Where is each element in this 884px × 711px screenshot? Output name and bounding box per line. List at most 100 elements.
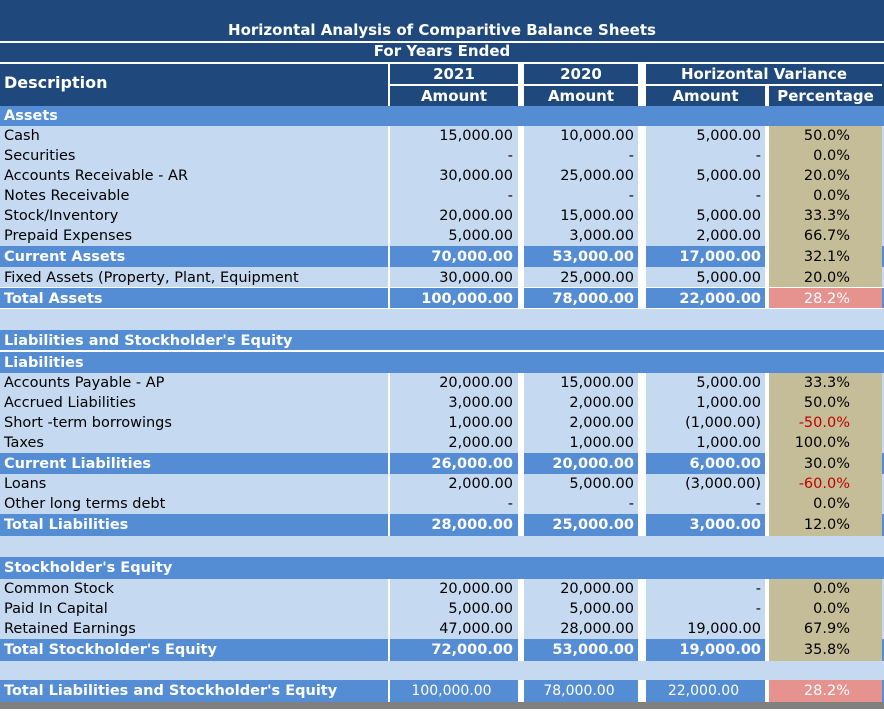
top-band [0, 0, 884, 20]
variance-amount-cell: (1,000.00) [685, 415, 761, 431]
spacer-band [0, 536, 884, 557]
equity-data-band [0, 579, 884, 639]
variance-percentage-header: Percentage [777, 87, 874, 105]
amount-2020-cell: 25,000.00 [552, 517, 634, 533]
variance-amount-cell: (3,000.00) [685, 476, 761, 492]
amount-2021-cell: 5,000.00 [448, 601, 513, 617]
variance-percentage-cell: 50.0% [803, 128, 850, 144]
row-label: Other long terms debt [4, 496, 166, 512]
row-label: Total Liabilities and Stockholder's Equi… [4, 683, 338, 699]
amount-2020-cell: 53,000.00 [552, 249, 634, 265]
variance-amount-cell: 1,000.00 [696, 435, 761, 451]
pct-highlight-pink [769, 288, 882, 309]
variance-amount-cell: 2,000.00 [696, 228, 761, 244]
variance-amount-cell: 17,000.00 [679, 249, 761, 265]
amount-2021-cell: - [507, 496, 513, 512]
variance-amount-cell: - [755, 148, 761, 164]
variance-percentage-cell: 20.0% [803, 270, 850, 286]
variance-percentage-cell: 0.0% [813, 581, 850, 597]
variance-amount-cell: 1,000.00 [696, 395, 761, 411]
column-divider [638, 579, 646, 661]
report-subtitle: For Years Ended [373, 42, 511, 60]
amount-2020-cell: 1,000.00 [569, 435, 634, 451]
variance-amount-cell: 5,000.00 [696, 208, 761, 224]
amount-2021-cell: 20,000.00 [439, 581, 513, 597]
pct-column-tan [769, 373, 882, 536]
header-divider [638, 62, 646, 106]
variance-percentage-cell: 67.9% [803, 621, 850, 637]
current-liabilities-band [0, 453, 884, 474]
header-divider [765, 84, 769, 106]
variance-amount-cell: 19,000.00 [679, 642, 761, 658]
column-divider [638, 373, 646, 536]
amount-2020-cell: 2,000.00 [569, 415, 634, 431]
variance-header: Horizontal Variance [680, 65, 848, 83]
row-label: Prepaid Expenses [4, 228, 133, 244]
variance-percentage-cell: -50.0% [798, 415, 850, 431]
row-label: Current Liabilities [4, 456, 152, 472]
row-label: Accounts Payable - AP [4, 375, 165, 391]
variance-percentage-cell: 0.0% [813, 601, 850, 617]
year-2020-header: 2020 [560, 65, 602, 83]
section-heading: Stockholder's Equity [4, 560, 173, 576]
row-label: Total Stockholder's Equity [4, 642, 217, 658]
header-rule [390, 84, 882, 86]
amount-2020-cell: 20,000.00 [552, 456, 634, 472]
section-heading: Assets [4, 108, 58, 124]
amount-2021-cell: 20,000.00 [439, 375, 513, 391]
header-rule [0, 41, 884, 43]
amount-2020-cell: 3,000.00 [569, 228, 634, 244]
column-divider [765, 680, 769, 702]
pct-column-tan [769, 126, 882, 288]
variance-percentage-cell: 0.0% [813, 148, 850, 164]
column-divider [518, 126, 524, 308]
row-label: Cash [4, 128, 40, 144]
column-divider [388, 126, 390, 308]
row-separator [0, 287, 884, 288]
header-divider [388, 62, 390, 106]
section-heading: Liabilities [4, 355, 84, 371]
amount-2021-cell: 47,000.00 [439, 621, 513, 637]
column-divider [518, 579, 524, 661]
amount-2021-cell: 70,000.00 [431, 249, 513, 265]
amount-2020-cell: - [628, 188, 634, 204]
column-divider [638, 680, 646, 702]
year-2021-header: 2021 [433, 65, 475, 83]
amount-2021-cell: 30,000.00 [439, 270, 513, 286]
amount-2021-cell: 1,000.00 [448, 415, 513, 431]
amount-2021-cell: 15,000.00 [439, 128, 513, 144]
row-label: Total Assets [4, 291, 103, 307]
amount-2020-header: Amount [547, 87, 615, 105]
amount-2021-cell: 3,000.00 [448, 395, 513, 411]
total-assets-band [0, 288, 884, 309]
amount-2020-cell: - [628, 148, 634, 164]
column-divider [765, 126, 769, 308]
variance-percentage-cell: -60.0% [798, 476, 850, 492]
row-label: Accrued Liabilities [4, 395, 136, 411]
report-title: Horizontal Analysis of Comparitive Balan… [228, 21, 656, 39]
variance-amount-cell: 22,000.00 [679, 291, 761, 307]
amount-2020-cell: 5,000.00 [569, 601, 634, 617]
variance-percentage-cell: 20.0% [803, 168, 850, 184]
amount-2021-cell: 5,000.00 [448, 228, 513, 244]
amount-2020-cell: 5,000.00 [569, 476, 634, 492]
amount-2020-cell: 25,000.00 [560, 270, 634, 286]
variance-amount-cell: - [755, 496, 761, 512]
pct-highlight-pink [769, 680, 882, 702]
variance-percentage-cell: 66.7% [803, 228, 850, 244]
amount-2021-cell: 100,000.00 [411, 683, 492, 699]
row-label: Notes Receivable [4, 188, 130, 204]
variance-amount-cell: 22,000.00 [667, 683, 740, 699]
row-label: Stock/Inventory [4, 208, 119, 224]
amount-2021-cell: - [507, 188, 513, 204]
column-divider [765, 579, 769, 661]
variance-percentage-cell: 35.8% [803, 642, 850, 658]
current-assets-band [0, 246, 884, 267]
column-divider [638, 126, 646, 308]
amount-2020-cell: 15,000.00 [560, 375, 634, 391]
variance-percentage-cell: 0.0% [813, 188, 850, 204]
row-separator [0, 350, 884, 352]
variance-percentage-cell: 28.2% [803, 291, 850, 307]
column-divider [388, 579, 390, 661]
